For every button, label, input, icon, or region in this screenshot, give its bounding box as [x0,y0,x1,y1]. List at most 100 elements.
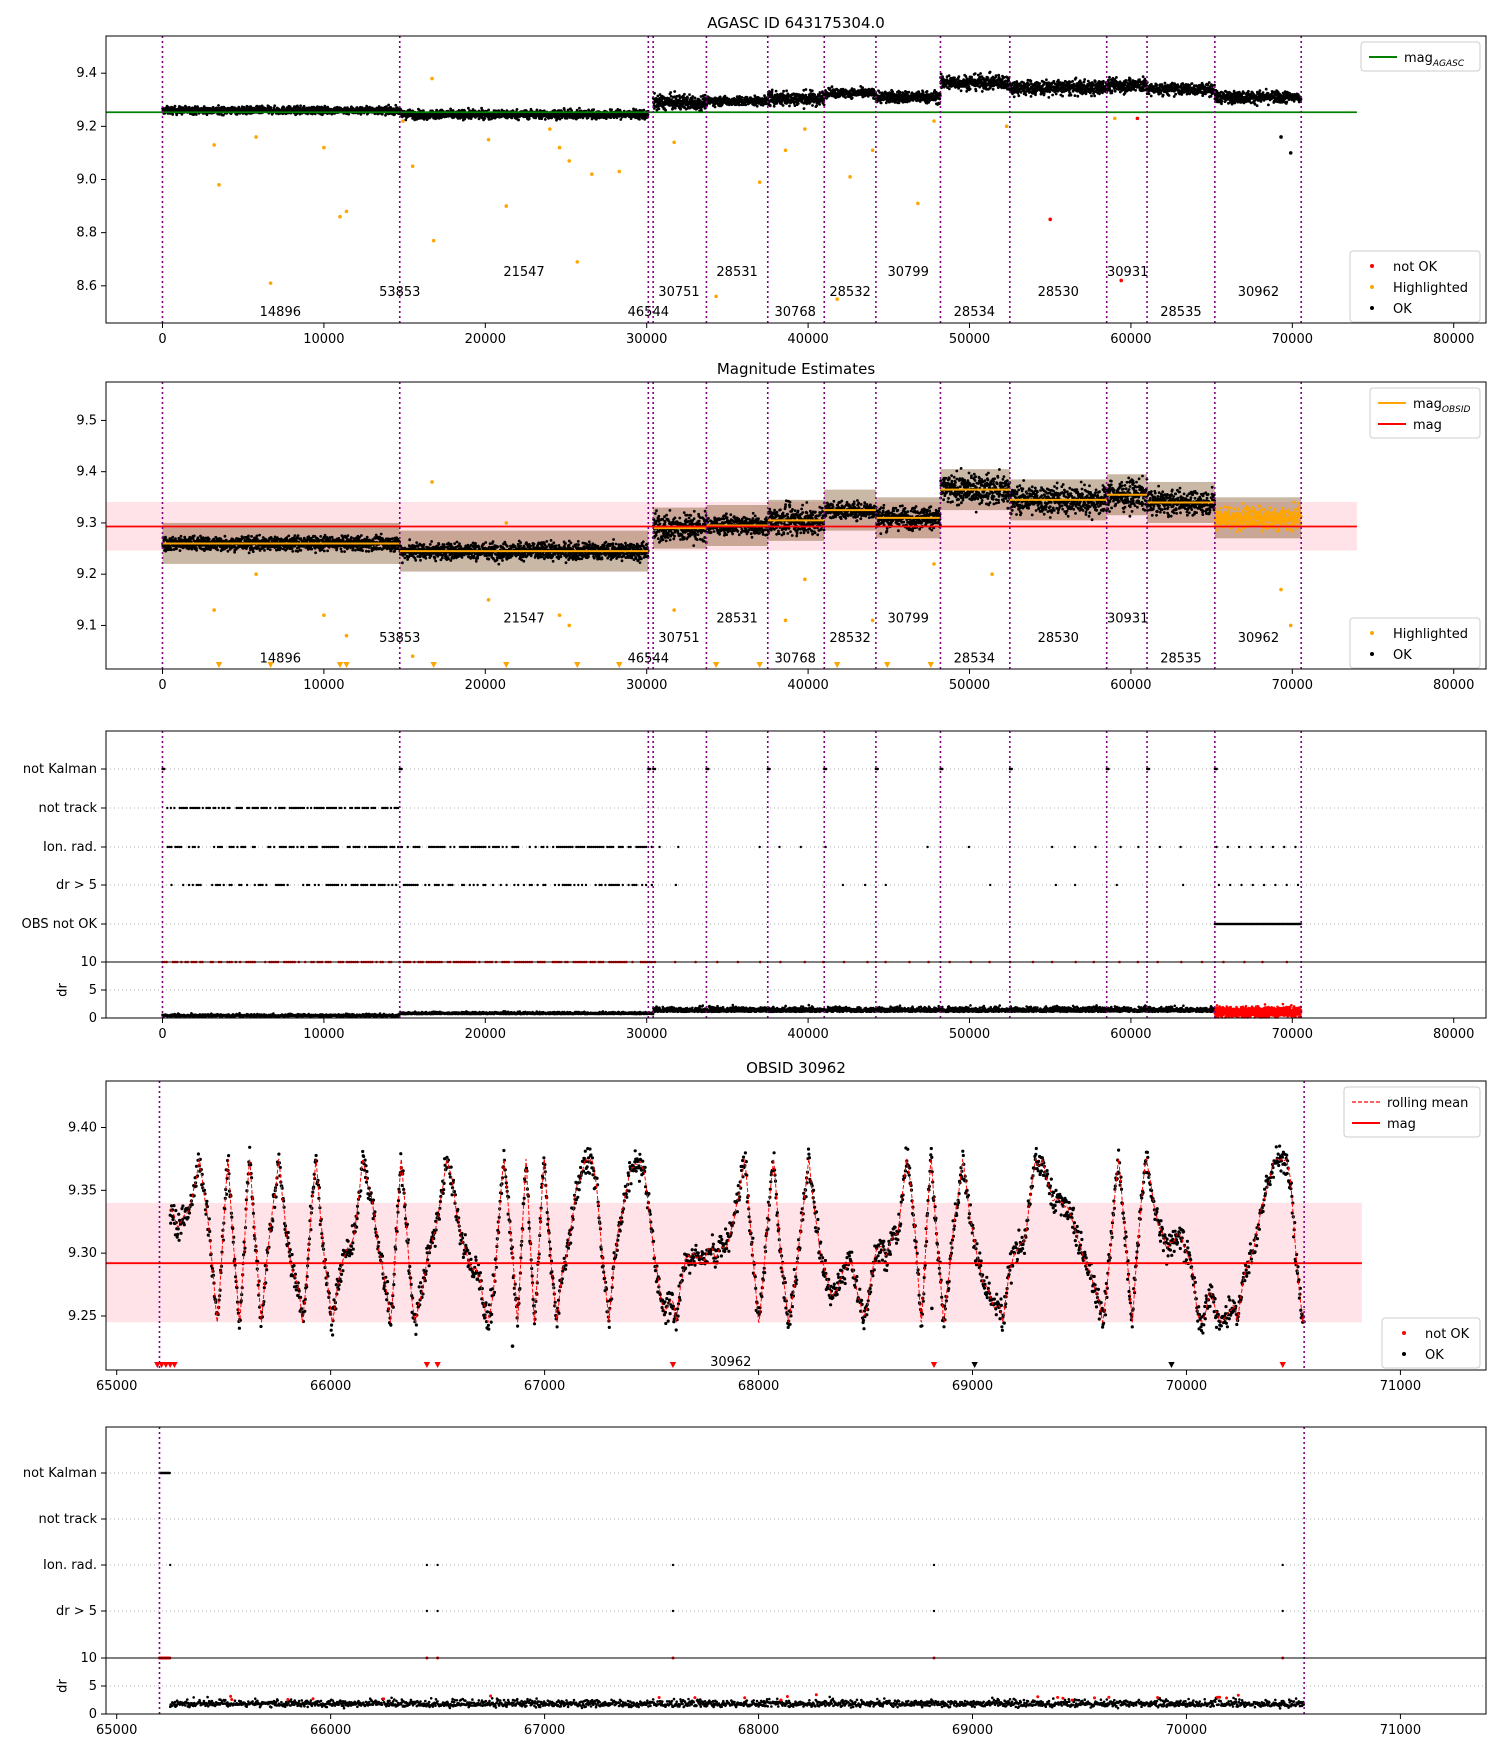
highlighted-out-of-range-marker [267,662,274,668]
highlighted-outlier [803,127,807,131]
highlighted-outlier [1288,623,1293,628]
highlighted-outlier [870,148,875,153]
legend-label-subscript: AGASC [1432,59,1465,69]
not-ok-out-of-range-marker [669,1362,677,1368]
highlighted-out-of-range-marker [574,662,581,668]
obsid-label: 28530 [1038,285,1079,300]
legend-point-swatch [1370,285,1374,289]
obsid-label: 30751 [658,285,699,300]
highlighted-outlier [410,654,415,658]
not-ok-outlier [1119,278,1124,283]
obsid-label: 30799 [887,611,928,626]
ok-points [161,70,1303,122]
x-tick-label: 70000 [1166,1379,1207,1394]
ok-points [168,1144,1306,1337]
obsid-label: 30931 [1107,265,1148,280]
highlighted-outlier [254,572,258,576]
ok-outlier [510,1344,515,1348]
legend-label: OK [1393,302,1412,317]
highlighted-out-of-range-marker [712,662,720,668]
not-ok-out-of-range-marker [1279,1362,1286,1368]
x-tick-label: 70000 [1272,678,1313,693]
highlighted-outlier [217,183,221,187]
x-tick-label: 70000 [1166,1723,1207,1738]
x-tick-label: 50000 [949,678,990,693]
x-tick-label: 70000 [1272,332,1313,347]
rolling-mean-line [170,1156,1305,1324]
x-tick-label: 69000 [952,1379,993,1394]
y-tick-label: 5 [89,1679,97,1694]
flag-category-label: not Kalman [23,762,97,777]
x-tick-label: 69000 [952,1723,993,1738]
highlighted-outlier [932,119,936,123]
highlighted-outlier [672,608,676,612]
x-tick-label: 10000 [303,332,344,347]
legend-mag-agasc [1360,41,1481,72]
obsid-label: 46544 [628,651,669,666]
obsid-label: 30931 [1107,611,1148,626]
flag-category-label: Ion. rad. [43,1558,97,1573]
highlighted-outlier [401,119,405,123]
legend-point-swatch [1370,306,1374,310]
legend-point-swatch [1370,652,1374,656]
highlighted-outlier [254,135,258,139]
y-tick-label: 0 [89,1707,97,1722]
dr-ok-points [168,1695,1305,1710]
not-ok-out-of-range-marker [158,1362,165,1368]
x-tick-label: 68000 [738,1723,779,1738]
x-tick-label: 10000 [303,1027,344,1042]
highlighted-outlier [575,260,580,264]
x-tick-label: 30000 [626,332,667,347]
dr-not-ok-points [158,1656,1285,1702]
highlighted-outlier [504,521,509,525]
obsid-label: 30751 [658,631,699,646]
flag-category-label: dr > 5 [56,878,97,893]
x-tick-label: 71000 [1380,1379,1421,1394]
legend-point-swatch [1370,264,1374,268]
obsid-label: 30768 [775,305,816,320]
highlighted-outlier [344,633,349,638]
x-tick-label: 60000 [1110,678,1151,693]
legend-point-swatch [1402,1352,1406,1356]
x-tick-label: 0 [158,332,166,347]
y-tick-label: 9.1 [76,618,97,633]
highlighted-outlier [714,294,718,299]
highlighted-outlier [617,169,622,174]
axes-frame [105,381,1487,670]
obsid-label: 21547 [503,265,544,280]
not-ok-outlier [1048,217,1053,222]
x-tick-label: 30000 [626,1027,667,1042]
ok-outlier [1288,151,1293,155]
legend-point-swatch [1370,631,1374,635]
panel-agasc-magnitudes: 14896 53853 21547 46544 30751 28531 30768 28532… [76,14,1487,347]
x-tick-label: 0 [158,1027,166,1042]
highlighted-outlier [410,164,415,169]
x-tick-label: 50000 [949,332,990,347]
obsid-label: 28532 [829,285,870,300]
y-tick-label: 9.4 [76,66,97,81]
highlighted-outlier [431,238,436,243]
x-tick-label: 65000 [96,1723,137,1738]
highlighted-outlier [338,214,342,219]
x-tick-label: 20000 [465,332,506,347]
obsid-label: 14896 [260,651,301,666]
y-tick-label: 9.2 [76,119,97,134]
obsid-label: 28531 [716,611,757,626]
x-tick-label: 68000 [738,1379,779,1394]
highlighted-outlier [1004,124,1009,129]
legend-mag-lines [1343,1086,1481,1138]
y-tick-label: 5 [89,983,97,998]
highlighted-outlier [783,618,788,623]
y-tick-label: 8.6 [76,279,97,294]
panel-magnitude-estimates: 14896 53853 21547 46544 30751 28531 30768 28532… [76,360,1487,693]
obsid-label: 30799 [887,265,928,280]
legend-label: Highlighted [1393,627,1468,642]
flag-category-label: not track [38,801,97,816]
highlighted-outlier [848,175,852,179]
x-tick-label: 71000 [1380,1723,1421,1738]
y-tick-label: 9.0 [76,173,97,188]
not-ok-out-of-range-marker [434,1362,441,1368]
x-tick-label: 20000 [465,678,506,693]
obsid-label: 30962 [710,1355,751,1370]
y-tick-label: 0 [89,1011,97,1026]
